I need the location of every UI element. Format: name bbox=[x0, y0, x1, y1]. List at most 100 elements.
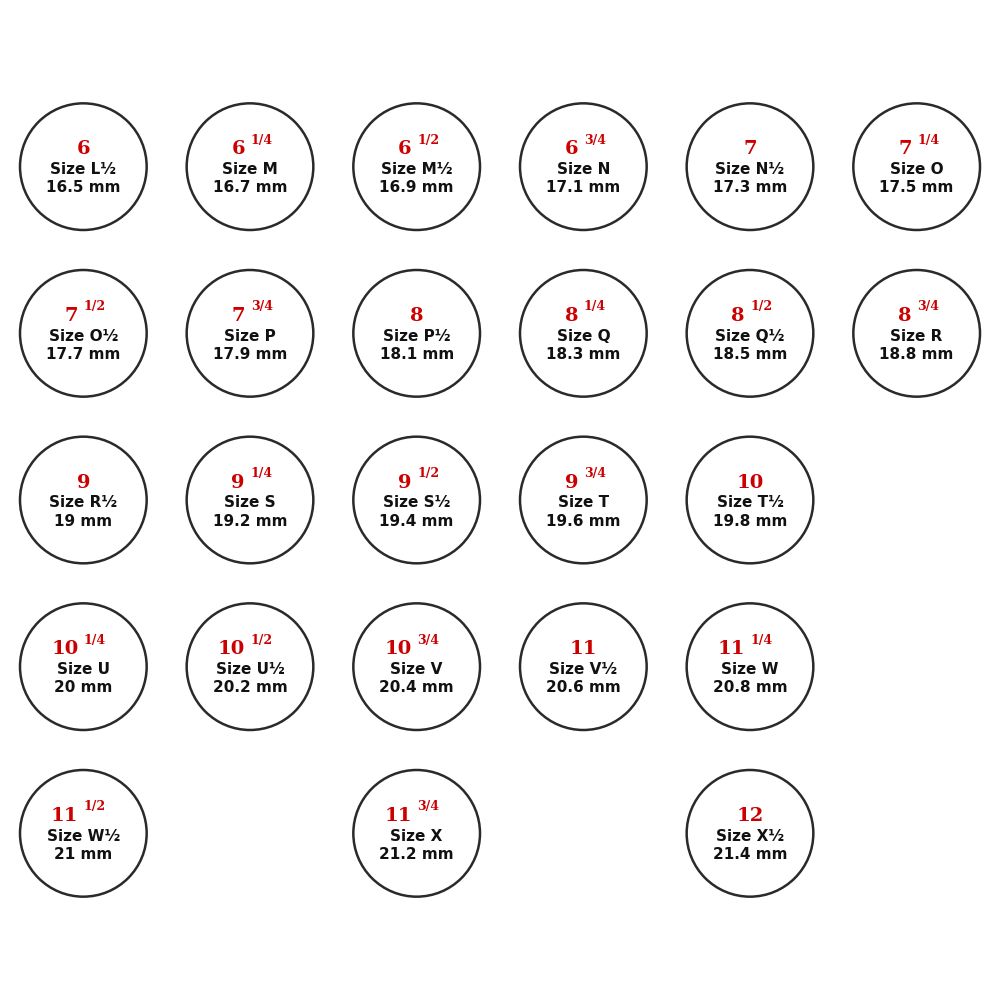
Ellipse shape bbox=[687, 437, 813, 563]
Text: 3/4: 3/4 bbox=[417, 634, 439, 647]
Text: Size V½: Size V½ bbox=[549, 662, 617, 677]
Text: 19.2 mm: 19.2 mm bbox=[213, 514, 287, 529]
Text: 18.3 mm: 18.3 mm bbox=[546, 347, 621, 362]
Ellipse shape bbox=[20, 437, 147, 563]
Text: 3/4: 3/4 bbox=[417, 800, 439, 813]
Text: 9: 9 bbox=[231, 474, 245, 492]
Text: 16.5 mm: 16.5 mm bbox=[46, 180, 121, 195]
Text: Size P½: Size P½ bbox=[383, 329, 450, 344]
Text: 1/2: 1/2 bbox=[251, 634, 273, 647]
Text: 1/4: 1/4 bbox=[751, 634, 773, 647]
Ellipse shape bbox=[687, 270, 813, 397]
Ellipse shape bbox=[520, 270, 647, 397]
Text: Size S½: Size S½ bbox=[383, 495, 450, 510]
Ellipse shape bbox=[520, 437, 647, 563]
Text: 3/4: 3/4 bbox=[584, 134, 606, 147]
Text: 17.7 mm: 17.7 mm bbox=[46, 347, 121, 362]
Text: 20.6 mm: 20.6 mm bbox=[546, 680, 621, 695]
Text: 20.8 mm: 20.8 mm bbox=[713, 680, 787, 695]
Text: 11: 11 bbox=[717, 640, 745, 658]
Text: Size M: Size M bbox=[222, 162, 278, 177]
Ellipse shape bbox=[520, 103, 647, 230]
Text: Size U: Size U bbox=[57, 662, 110, 677]
Text: 10: 10 bbox=[736, 474, 764, 492]
Text: Size T½: Size T½ bbox=[717, 495, 783, 510]
Text: Size T: Size T bbox=[558, 495, 609, 510]
Text: Size Q: Size Q bbox=[557, 329, 610, 344]
Ellipse shape bbox=[853, 103, 980, 230]
Text: Size V: Size V bbox=[390, 662, 443, 677]
Text: 3/4: 3/4 bbox=[584, 467, 606, 480]
Text: 6: 6 bbox=[77, 140, 90, 158]
Text: Size P: Size P bbox=[224, 329, 276, 344]
Text: Size R½: Size R½ bbox=[49, 495, 117, 510]
Text: 17.1 mm: 17.1 mm bbox=[546, 180, 620, 195]
Text: 1/2: 1/2 bbox=[751, 300, 773, 313]
Text: Size X½: Size X½ bbox=[716, 829, 784, 844]
Text: 7: 7 bbox=[65, 307, 78, 325]
Text: Size O½: Size O½ bbox=[49, 329, 118, 344]
Text: 1/2: 1/2 bbox=[84, 800, 106, 813]
Ellipse shape bbox=[353, 603, 480, 730]
Text: Size S: Size S bbox=[224, 495, 276, 510]
Text: 19 mm: 19 mm bbox=[54, 514, 112, 529]
Text: Size N½: Size N½ bbox=[715, 162, 785, 177]
Ellipse shape bbox=[187, 270, 313, 397]
Text: Size W: Size W bbox=[721, 662, 779, 677]
Ellipse shape bbox=[687, 603, 813, 730]
Ellipse shape bbox=[20, 103, 147, 230]
Text: 19.6 mm: 19.6 mm bbox=[546, 514, 621, 529]
Text: 1/2: 1/2 bbox=[417, 467, 439, 480]
Text: 1/2: 1/2 bbox=[417, 134, 439, 147]
Text: 12: 12 bbox=[736, 807, 764, 825]
Text: 9: 9 bbox=[565, 474, 578, 492]
Text: 11: 11 bbox=[384, 807, 412, 825]
Text: 10: 10 bbox=[51, 640, 78, 658]
Text: Size W½: Size W½ bbox=[47, 829, 120, 844]
Text: Size R: Size R bbox=[890, 329, 943, 344]
Text: 17.3 mm: 17.3 mm bbox=[713, 180, 787, 195]
Text: 7: 7 bbox=[231, 307, 245, 325]
Text: 20.4 mm: 20.4 mm bbox=[379, 680, 454, 695]
Text: 21.4 mm: 21.4 mm bbox=[713, 847, 787, 862]
Text: 19.8 mm: 19.8 mm bbox=[713, 514, 787, 529]
Text: 19.4 mm: 19.4 mm bbox=[379, 514, 454, 529]
Text: Size N: Size N bbox=[557, 162, 610, 177]
Text: 6: 6 bbox=[231, 140, 245, 158]
Text: 11: 11 bbox=[570, 640, 597, 658]
Ellipse shape bbox=[20, 603, 147, 730]
Text: 7: 7 bbox=[743, 140, 757, 158]
Text: 21.2 mm: 21.2 mm bbox=[379, 847, 454, 862]
Text: 17.9 mm: 17.9 mm bbox=[213, 347, 287, 362]
Text: 3/4: 3/4 bbox=[251, 300, 273, 313]
Ellipse shape bbox=[353, 770, 480, 897]
Text: 18.1 mm: 18.1 mm bbox=[380, 347, 454, 362]
Text: 1/4: 1/4 bbox=[917, 134, 939, 147]
Text: 20 mm: 20 mm bbox=[54, 680, 113, 695]
Text: 18.5 mm: 18.5 mm bbox=[713, 347, 787, 362]
Text: 6: 6 bbox=[398, 140, 412, 158]
Text: 1/4: 1/4 bbox=[251, 134, 273, 147]
Text: Size X: Size X bbox=[390, 829, 443, 844]
Text: Size Q½: Size Q½ bbox=[715, 329, 785, 344]
Ellipse shape bbox=[20, 770, 147, 897]
Ellipse shape bbox=[187, 103, 313, 230]
Ellipse shape bbox=[687, 770, 813, 897]
Text: 1/2: 1/2 bbox=[84, 300, 106, 313]
Text: 9: 9 bbox=[77, 474, 90, 492]
Text: 7: 7 bbox=[898, 140, 912, 158]
Text: 6: 6 bbox=[565, 140, 578, 158]
Text: 21 mm: 21 mm bbox=[54, 847, 112, 862]
Text: Size M½: Size M½ bbox=[381, 162, 452, 177]
Text: 9: 9 bbox=[398, 474, 412, 492]
Text: 8: 8 bbox=[898, 307, 912, 325]
Text: 10: 10 bbox=[218, 640, 245, 658]
Text: 10: 10 bbox=[384, 640, 412, 658]
Ellipse shape bbox=[687, 103, 813, 230]
Text: 3/4: 3/4 bbox=[917, 300, 939, 313]
Text: 1/4: 1/4 bbox=[251, 467, 273, 480]
Text: 18.8 mm: 18.8 mm bbox=[879, 347, 954, 362]
Ellipse shape bbox=[187, 603, 313, 730]
Ellipse shape bbox=[353, 437, 480, 563]
Text: 20.2 mm: 20.2 mm bbox=[213, 680, 287, 695]
